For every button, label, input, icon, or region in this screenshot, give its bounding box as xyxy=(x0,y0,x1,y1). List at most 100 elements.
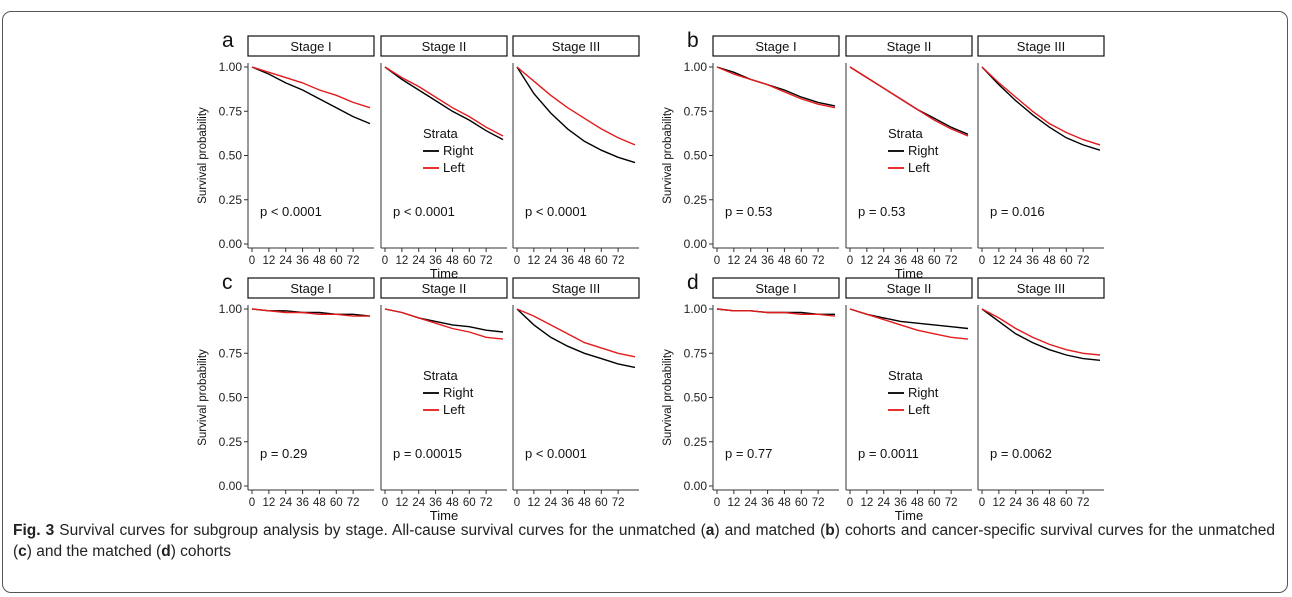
x-tick-label: 48 xyxy=(778,497,791,509)
x-tick-label: 12 xyxy=(527,497,540,509)
y-tick-label: 0.25 xyxy=(684,193,708,207)
x-tick-label: 48 xyxy=(446,497,459,509)
x-tick-label: 48 xyxy=(1043,255,1056,267)
x-tick-label: 48 xyxy=(313,255,326,267)
facet-strip-label: Stage I xyxy=(290,281,331,296)
x-tick-label: 72 xyxy=(1077,497,1090,509)
facet-strip-2 xyxy=(845,35,973,57)
p-value-label: p = 0.53 xyxy=(858,204,905,219)
x-tick-label: 24 xyxy=(1009,497,1022,509)
x-tick-label: 36 xyxy=(296,497,309,509)
x-tick-label: 0 xyxy=(249,255,255,267)
x-tick-label: 72 xyxy=(480,255,493,267)
x-tick-label: 36 xyxy=(429,497,442,509)
x-tick-label: 48 xyxy=(446,255,459,267)
x-tick-label: 36 xyxy=(761,497,774,509)
x-tick-label: 0 xyxy=(514,255,520,267)
series-line-right xyxy=(716,308,835,315)
x-tick-label: 12 xyxy=(992,255,1005,267)
legend-title: Strata xyxy=(423,126,458,141)
x-tick-label: 60 xyxy=(463,255,476,267)
facet-strip-label: Stage II xyxy=(887,281,932,296)
x-axis-label: Time xyxy=(895,508,923,520)
x-tick-label: 24 xyxy=(877,497,890,509)
x-tick-label: 72 xyxy=(945,255,958,267)
x-tick-label: 24 xyxy=(412,497,425,509)
facet-strip-label: Stage II xyxy=(422,39,467,54)
panel-a: a Survival probability 0.00 0.25 0.50 0.75 1.0… xyxy=(197,29,640,281)
legend-label-left: Left xyxy=(443,160,465,175)
p-value-label: p = 0.00015 xyxy=(393,446,462,461)
series-line-right xyxy=(849,308,969,330)
legend-title: Strata xyxy=(423,368,458,383)
x-tick-label: 60 xyxy=(928,255,941,267)
y-tick-label: 0.75 xyxy=(684,104,708,118)
facet-strip-1 xyxy=(712,277,840,299)
x-tick-label: 36 xyxy=(761,255,774,267)
series-line-left xyxy=(849,66,969,137)
y-tick-label: 1.00 xyxy=(684,60,708,74)
x-axis-label: Time xyxy=(430,266,458,281)
facet-strip-2 xyxy=(380,277,508,299)
p-value-label: p = 0.53 xyxy=(725,204,772,219)
facet-strip-label: Stage III xyxy=(552,39,600,54)
x-tick-label: 48 xyxy=(911,497,924,509)
series-line-right xyxy=(516,66,636,164)
x-tick-label: 24 xyxy=(544,497,557,509)
y-tick-label: 0.75 xyxy=(219,104,243,118)
legend-label-right: Right xyxy=(443,143,474,158)
x-tick-label: 24 xyxy=(279,497,292,509)
facet-strip-3 xyxy=(977,277,1105,299)
x-tick-label: 60 xyxy=(795,255,808,267)
y-axis-label: Survival probability xyxy=(662,349,674,446)
x-tick-label: 24 xyxy=(877,255,890,267)
y-axis-label: Survival probability xyxy=(197,107,209,204)
x-tick-label: 24 xyxy=(412,255,425,267)
facet-strip-label: Stage III xyxy=(552,281,600,296)
x-tick-label: 36 xyxy=(429,255,442,267)
facet-strip-label: Stage III xyxy=(1017,281,1065,296)
x-tick-label: 36 xyxy=(561,255,574,267)
y-tick-label: 0.00 xyxy=(684,479,708,493)
facet-strip-2 xyxy=(380,35,508,57)
x-tick-label: 72 xyxy=(612,497,625,509)
panel-letter-a: a xyxy=(222,29,234,52)
series-line-right xyxy=(716,66,836,107)
x-tick-label: 60 xyxy=(330,255,343,267)
y-tick-label: 0.50 xyxy=(684,149,708,163)
x-tick-label: 0 xyxy=(714,255,720,267)
x-tick-label: 60 xyxy=(795,497,808,509)
caption-panel-ref-a: a xyxy=(705,522,715,539)
x-tick-label: 72 xyxy=(480,497,493,509)
panel-letter-c: c xyxy=(222,271,233,294)
x-tick-label: 48 xyxy=(1043,497,1056,509)
x-tick-label: 48 xyxy=(578,255,591,267)
caption-text-1: Survival curves for subgroup analysis by… xyxy=(54,522,706,539)
x-tick-label: 36 xyxy=(296,255,309,267)
p-value-label: p < 0.0001 xyxy=(260,204,322,219)
x-tick-label: 0 xyxy=(847,497,853,509)
x-axis-label: Time xyxy=(895,266,923,281)
x-tick-label: 72 xyxy=(347,255,360,267)
x-tick-label: 36 xyxy=(894,497,907,509)
y-tick-label: 0.50 xyxy=(684,391,708,405)
p-value-label: p < 0.0001 xyxy=(525,204,587,219)
legend-label-left: Left xyxy=(908,160,930,175)
facet-strip-label: Stage I xyxy=(755,281,796,296)
x-tick-label: 72 xyxy=(812,255,825,267)
x-tick-label: 36 xyxy=(1026,255,1039,267)
y-tick-label: 0.75 xyxy=(684,346,708,360)
x-tick-label: 36 xyxy=(894,255,907,267)
series-line-right xyxy=(849,66,969,135)
legend-label-right: Right xyxy=(443,385,474,400)
x-tick-label: 48 xyxy=(578,497,591,509)
p-value-label: p < 0.0001 xyxy=(393,204,455,219)
y-tick-label: 0.00 xyxy=(219,237,243,251)
x-tick-label: 60 xyxy=(595,497,608,509)
x-tick-label: 60 xyxy=(330,497,343,509)
x-tick-label: 72 xyxy=(1077,255,1090,267)
x-tick-label: 0 xyxy=(714,497,720,509)
series-line-right xyxy=(516,308,636,369)
series-line-left xyxy=(384,308,504,340)
x-tick-label: 12 xyxy=(395,255,408,267)
